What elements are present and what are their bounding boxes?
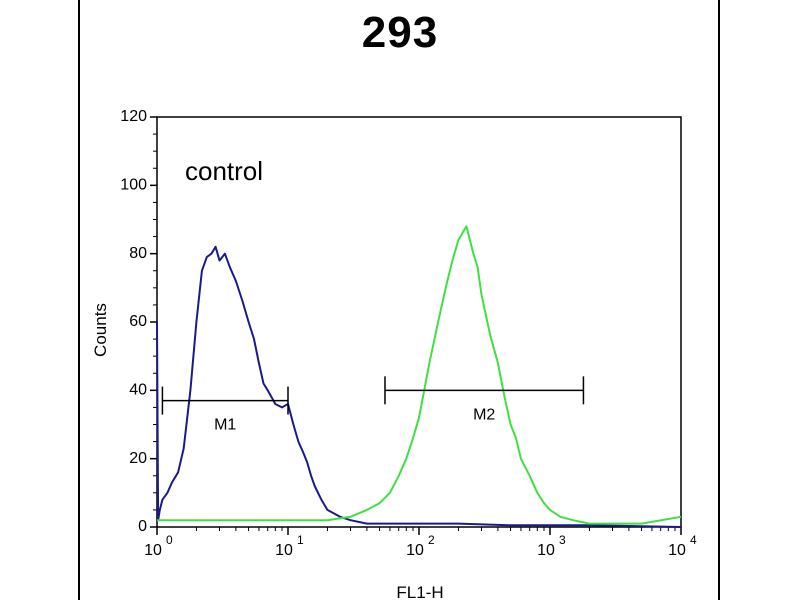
y-axis-label: Counts	[91, 303, 110, 357]
y-tick-label: 100	[120, 177, 147, 194]
control-annotation: control	[185, 156, 263, 186]
figure-frame	[78, 0, 720, 600]
y-tick-label: 40	[129, 382, 147, 399]
x-axis-ticks: 10 0 10 1 10 2 10 3 10 4	[144, 527, 697, 559]
x-tick-exponent: 1	[297, 533, 304, 547]
x-tick-exponent: 4	[690, 533, 697, 547]
marker-layer: M1 M2	[161, 376, 585, 434]
x-tick-label: 10	[275, 542, 293, 559]
y-axis-ticks: 0 20 40 60 80 100 120	[120, 108, 157, 535]
x-tick-label: 10	[144, 542, 162, 559]
x-tick-label: 10	[668, 542, 686, 559]
chart-title: 293	[361, 8, 439, 57]
x-tick-label: 10	[406, 542, 424, 559]
series-line-2	[157, 225, 682, 525]
x-tick-label: 10	[537, 542, 555, 559]
marker-label-m1: M1	[214, 417, 236, 434]
x-axis-label: FL1-H	[396, 583, 443, 600]
series-line-1	[156, 245, 682, 528]
x-tick-exponent: 3	[559, 533, 566, 547]
y-tick-label: 60	[129, 313, 147, 330]
y-tick-label: 0	[138, 518, 147, 535]
y-tick-label: 120	[120, 108, 147, 125]
y-tick-label: 80	[129, 245, 147, 262]
series-layer	[156, 225, 682, 528]
y-tick-label: 20	[129, 450, 147, 467]
x-tick-exponent: 0	[166, 533, 173, 547]
marker-label-m2: M2	[473, 406, 495, 423]
x-tick-exponent: 2	[428, 533, 435, 547]
